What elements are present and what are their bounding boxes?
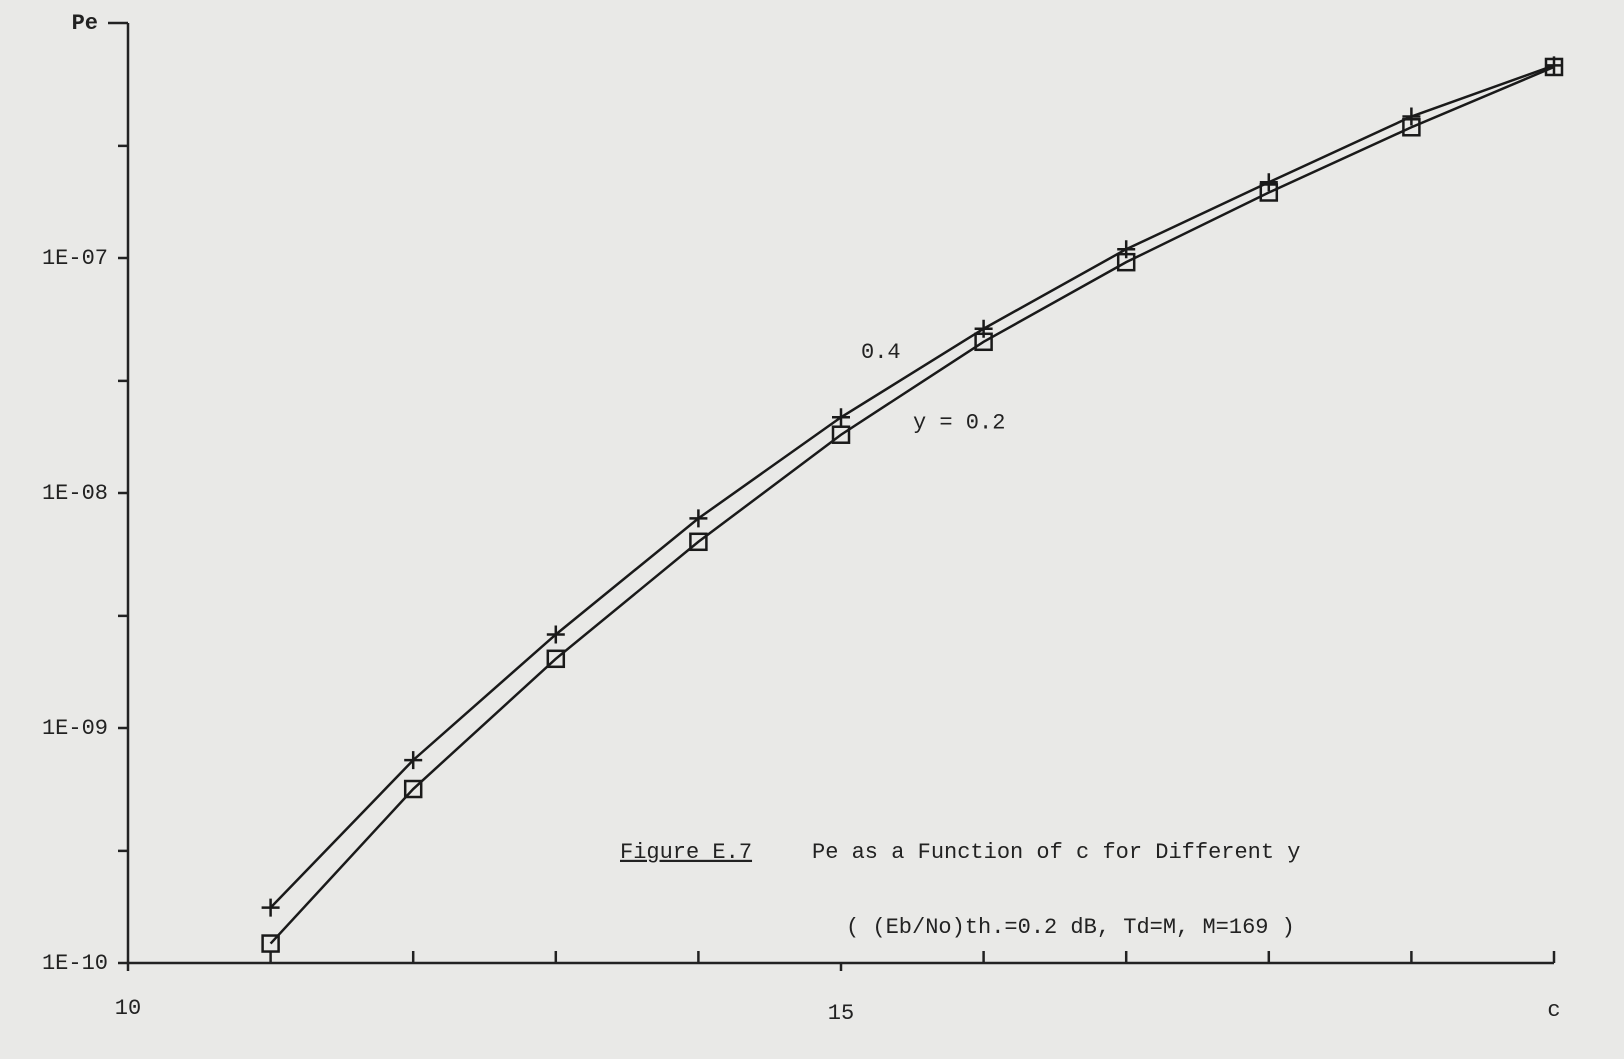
page: {"chart_data": { "type": "line", "x_labe… [0, 0, 1624, 1059]
y-axis-label: Pe [72, 11, 98, 36]
caption-number: Figure E.7 [620, 840, 752, 865]
series-label: 0.4 [861, 340, 901, 365]
x-tick-label: 10 [115, 996, 141, 1021]
marker-plus [1117, 240, 1135, 258]
y-tick-label: 1E-08 [42, 481, 108, 506]
y-tick-label: 1E-10 [42, 951, 108, 976]
series-line [271, 65, 1554, 907]
caption-subtext: ( (Eb/No)th.=0.2 dB, Td=M, M=169 ) [846, 915, 1295, 940]
marker-plus [832, 408, 850, 426]
x-tick-label: 15 [828, 1001, 854, 1026]
chart: Pe as a Function of c for Different y Fi… [0, 0, 1624, 1059]
series-line [271, 67, 1554, 944]
caption-text: Pe as a Function of c for Different y [812, 840, 1300, 865]
x-axis-label: c [1547, 998, 1560, 1023]
marker-plus [1402, 108, 1420, 126]
marker-plus [975, 320, 993, 338]
series-label: y = 0.2 [913, 411, 1005, 436]
y-tick-label: 1E-09 [42, 716, 108, 741]
y-tick-label: 1E-07 [42, 246, 108, 271]
